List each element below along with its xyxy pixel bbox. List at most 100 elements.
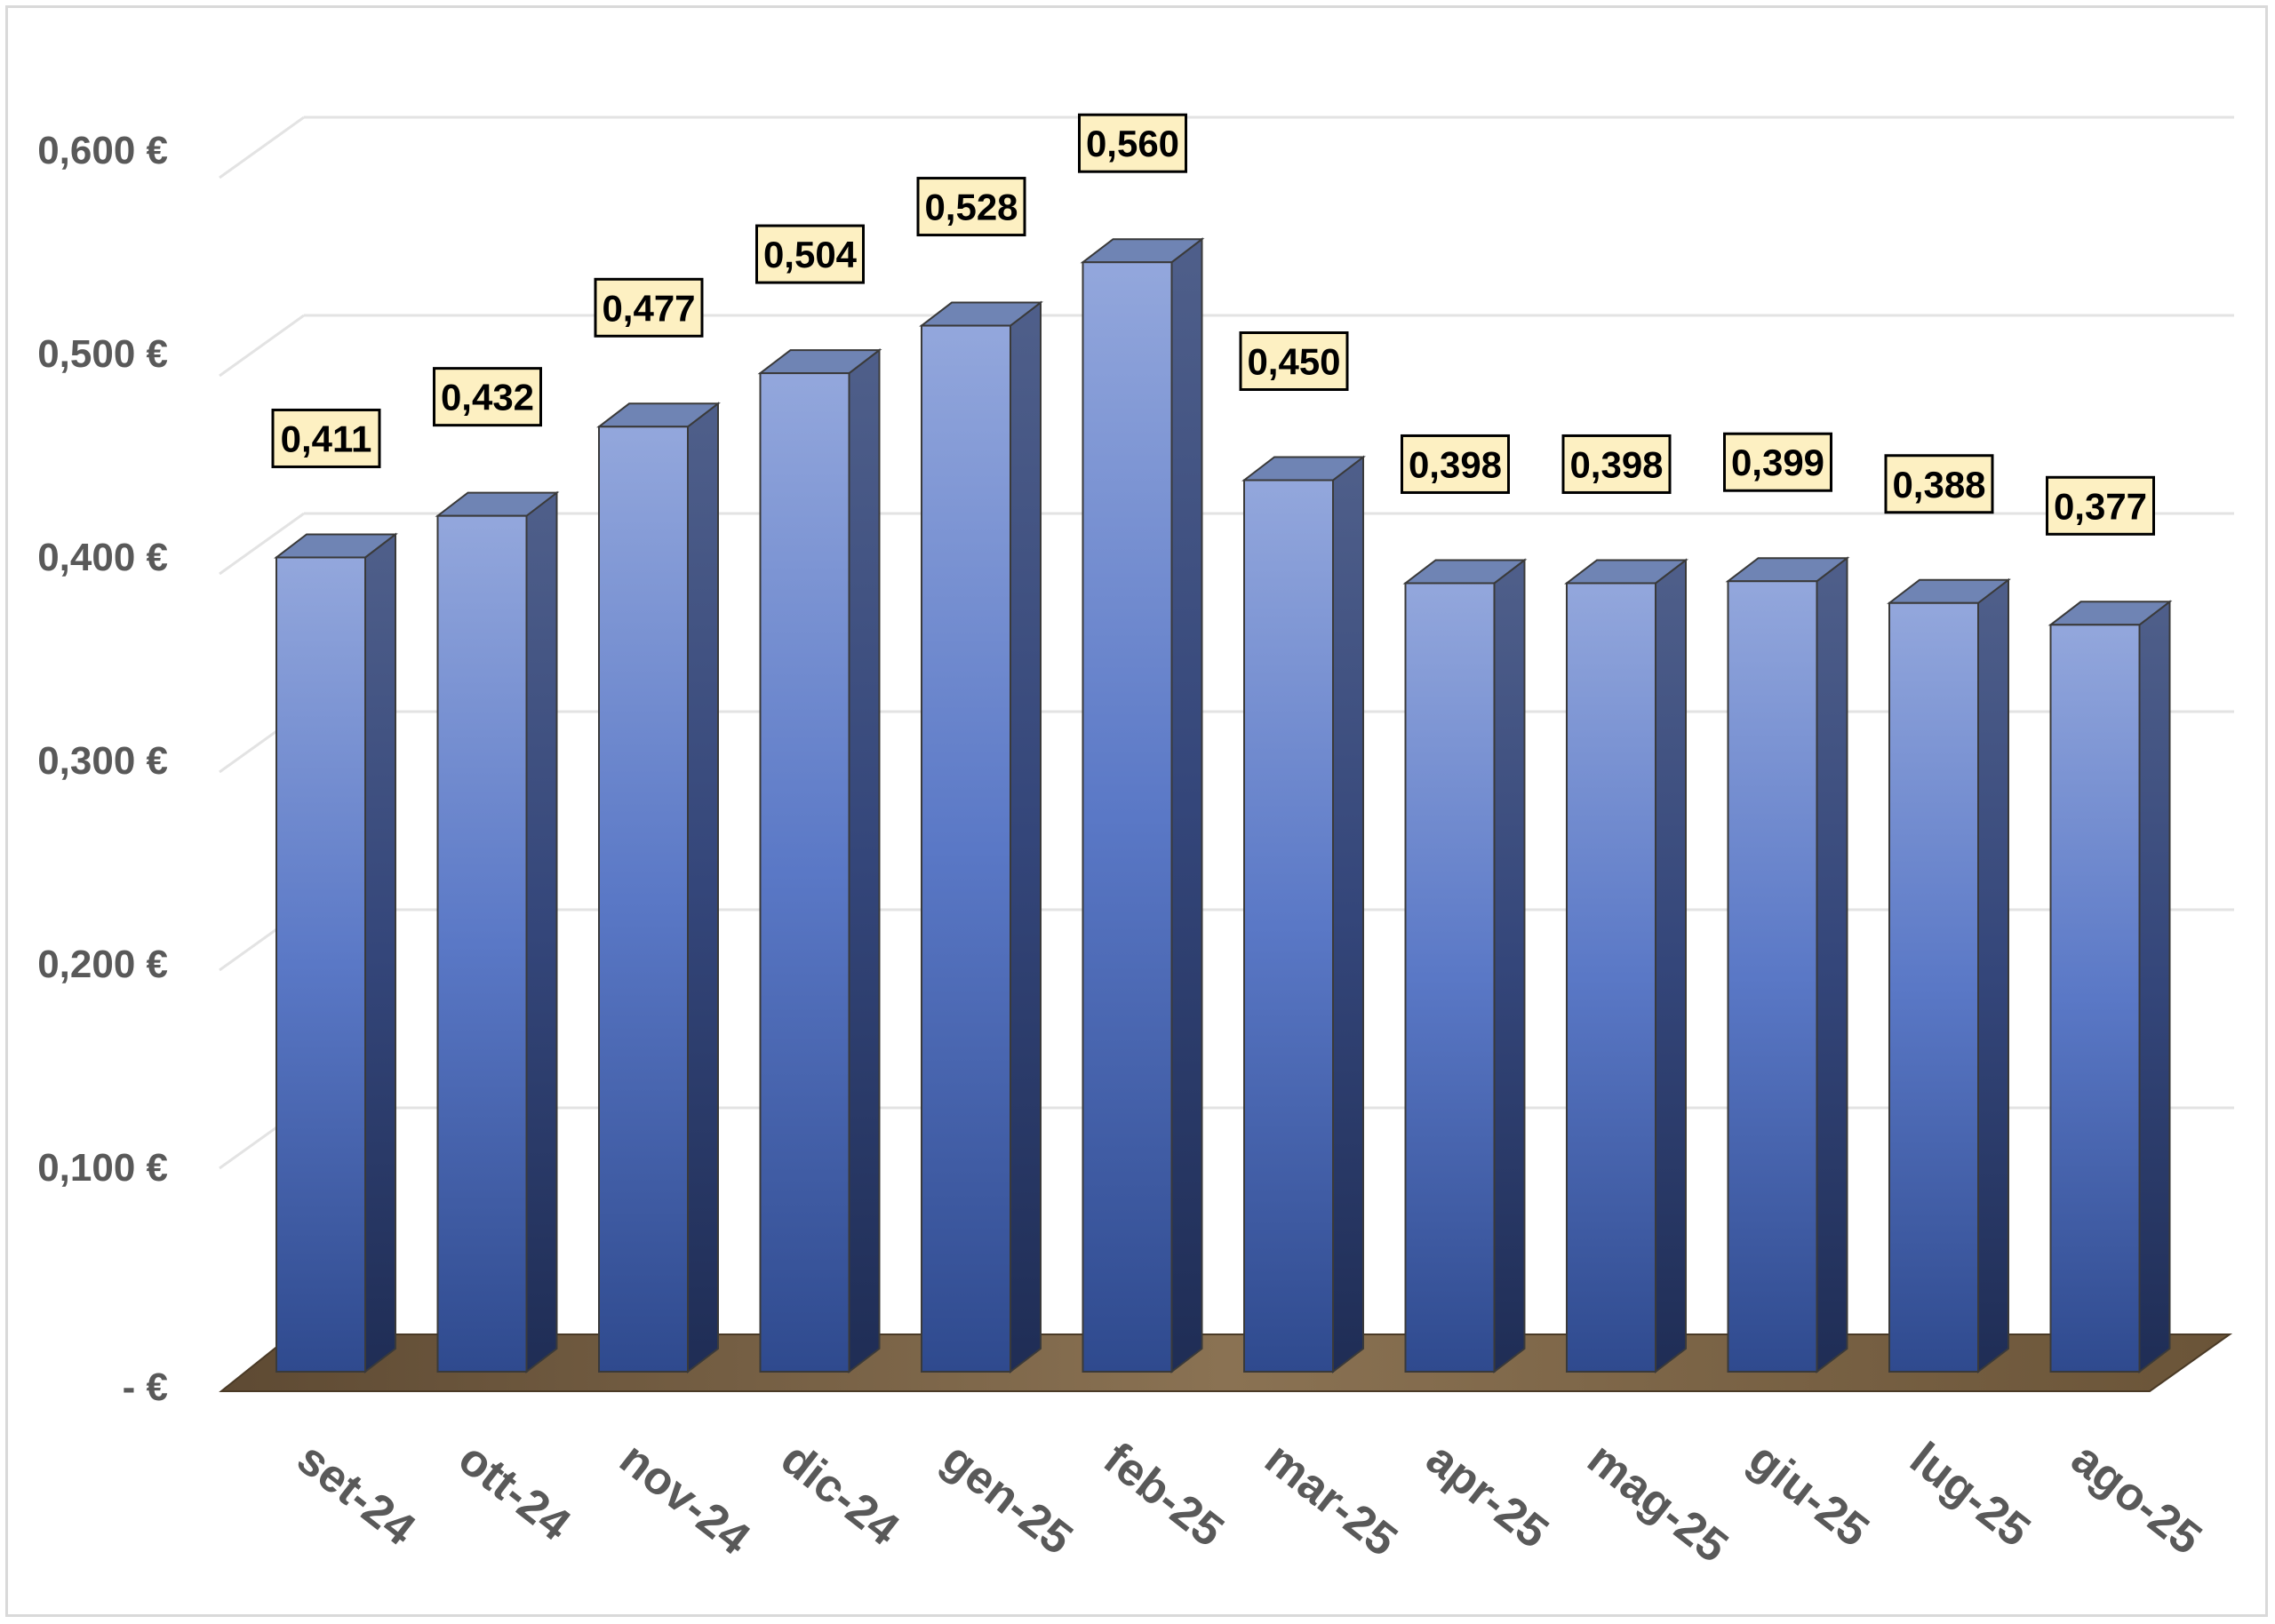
bar-side <box>1170 237 1203 1374</box>
data-label-box <box>594 277 704 338</box>
y-axis: - € 0,100 € 0,200 € 0,300 € 0,400 € 0,500 € 0,… <box>37 129 168 1409</box>
bar-side <box>1332 455 1364 1374</box>
x-tick-label: nov-24 <box>611 1433 760 1565</box>
x-tick-label: ott-24 <box>449 1433 579 1551</box>
bar <box>1564 558 1688 1374</box>
data-label-box <box>1561 434 1672 494</box>
y-tick-label: 0,400 € <box>37 536 168 579</box>
bar <box>274 532 398 1374</box>
x-axis: set-24 ott-24 nov-24 dic-24 gen-25 feb-25 mar-… <box>288 1433 2211 1573</box>
data-label: 0,432 <box>433 367 542 427</box>
y-tick-label: 0,200 € <box>37 943 168 986</box>
data-label-box <box>2046 475 2155 536</box>
data-label-text: 0,560 <box>1086 123 1179 164</box>
bar <box>757 348 882 1374</box>
bar-side <box>1010 300 1042 1374</box>
bar-side <box>2138 600 2171 1374</box>
data-label-box <box>1723 432 1832 492</box>
data-label-text: 0,377 <box>2054 485 2147 527</box>
data-label: 0,398 <box>1401 434 1510 494</box>
data-label: 0,528 <box>916 177 1026 237</box>
bar-side <box>848 348 881 1374</box>
chart-frame: 0,411 0,432 0,477 0,504 0,528 0,560 0,450 0,398… <box>5 5 2268 1617</box>
data-label-text: 0,398 <box>1569 443 1663 485</box>
bar <box>596 402 721 1374</box>
bar-side <box>364 532 396 1374</box>
data-label-text: 0,477 <box>602 287 695 329</box>
x-tick-label: mar-25 <box>1256 1433 1407 1567</box>
x-tick-label: gen-25 <box>933 1433 1082 1565</box>
data-label-box <box>916 177 1026 237</box>
y-tick-label: - € <box>123 1365 168 1409</box>
gridline-diagonal <box>219 314 305 378</box>
bar-front <box>275 556 366 1373</box>
x-tick-label: mag-25 <box>1578 1433 1737 1573</box>
gridline-diagonal <box>219 115 305 179</box>
bar <box>435 490 560 1374</box>
data-labels: 0,411 0,432 0,477 0,504 0,528 0,560 0,450 0,398… <box>271 113 2155 536</box>
data-label-box <box>271 408 381 468</box>
data-label-text: 0,528 <box>924 187 1018 228</box>
bar <box>1887 577 2011 1374</box>
data-label-box <box>1239 331 1349 391</box>
x-tick-label: giu-25 <box>1739 1433 1878 1557</box>
bar <box>1725 556 1850 1374</box>
data-label: 0,560 <box>1078 113 1187 173</box>
bar-front <box>1082 261 1173 1373</box>
x-tick-label: dic-24 <box>771 1433 908 1556</box>
data-label: 0,377 <box>2046 475 2155 536</box>
data-label-text: 0,388 <box>1892 464 1985 506</box>
data-label-text: 0,450 <box>1247 341 1340 383</box>
x-tick-label: set-24 <box>288 1433 425 1556</box>
data-label-box <box>1078 113 1187 173</box>
x-tick-label: lug-25 <box>1901 1433 2040 1557</box>
bar-side <box>1816 556 1848 1374</box>
data-label-box <box>1401 434 1510 494</box>
bar-front <box>759 372 850 1373</box>
bar <box>919 300 1043 1374</box>
x-tick-label: feb-25 <box>1094 1433 1233 1557</box>
bar <box>2048 600 2173 1374</box>
data-label-text: 0,398 <box>1409 443 1502 485</box>
bar-side <box>1977 577 2009 1374</box>
y-tick-label: 0,300 € <box>37 739 168 783</box>
bar-front <box>1727 580 1818 1373</box>
bar-front <box>598 426 689 1373</box>
data-label: 0,504 <box>755 224 865 284</box>
bar-front <box>1404 582 1496 1373</box>
bar-front <box>921 324 1011 1373</box>
bar-side <box>525 490 558 1374</box>
data-label: 0,450 <box>1239 331 1349 391</box>
data-label: 0,477 <box>594 277 704 338</box>
bar-chart: 0,411 0,432 0,477 0,504 0,528 0,560 0,450 0,398… <box>37 113 2234 1573</box>
x-tick-label: ago-25 <box>2062 1433 2211 1565</box>
y-tick-label: 0,100 € <box>37 1146 168 1190</box>
data-label-box <box>433 367 542 427</box>
data-label-text: 0,504 <box>763 234 858 275</box>
bar-front <box>2049 624 2141 1373</box>
data-label: 0,388 <box>1884 454 1994 514</box>
bar-front <box>1566 582 1656 1373</box>
data-label-text: 0,432 <box>441 377 534 418</box>
bar-side <box>687 402 719 1374</box>
data-label-text: 0,399 <box>1731 442 1824 483</box>
bar <box>1241 455 1366 1374</box>
data-label: 0,398 <box>1561 434 1672 494</box>
bar-front <box>1243 479 1334 1373</box>
bar-side <box>1493 558 1526 1374</box>
bar <box>1080 237 1205 1374</box>
gridline-diagonal <box>219 512 305 576</box>
bar-front <box>1888 601 1979 1373</box>
data-label-box <box>1884 454 1994 514</box>
data-label-box <box>755 224 865 284</box>
bar-side <box>1655 558 1687 1374</box>
bar-front <box>436 514 528 1373</box>
bar <box>1402 558 1528 1374</box>
bars <box>274 237 2173 1374</box>
data-label: 0,411 <box>271 408 381 468</box>
data-label: 0,399 <box>1723 432 1832 492</box>
x-tick-label: apr-25 <box>1417 1433 1558 1559</box>
y-tick-label: 0,500 € <box>37 332 168 376</box>
data-label-text: 0,411 <box>281 418 372 459</box>
y-tick-label: 0,600 € <box>37 129 168 172</box>
